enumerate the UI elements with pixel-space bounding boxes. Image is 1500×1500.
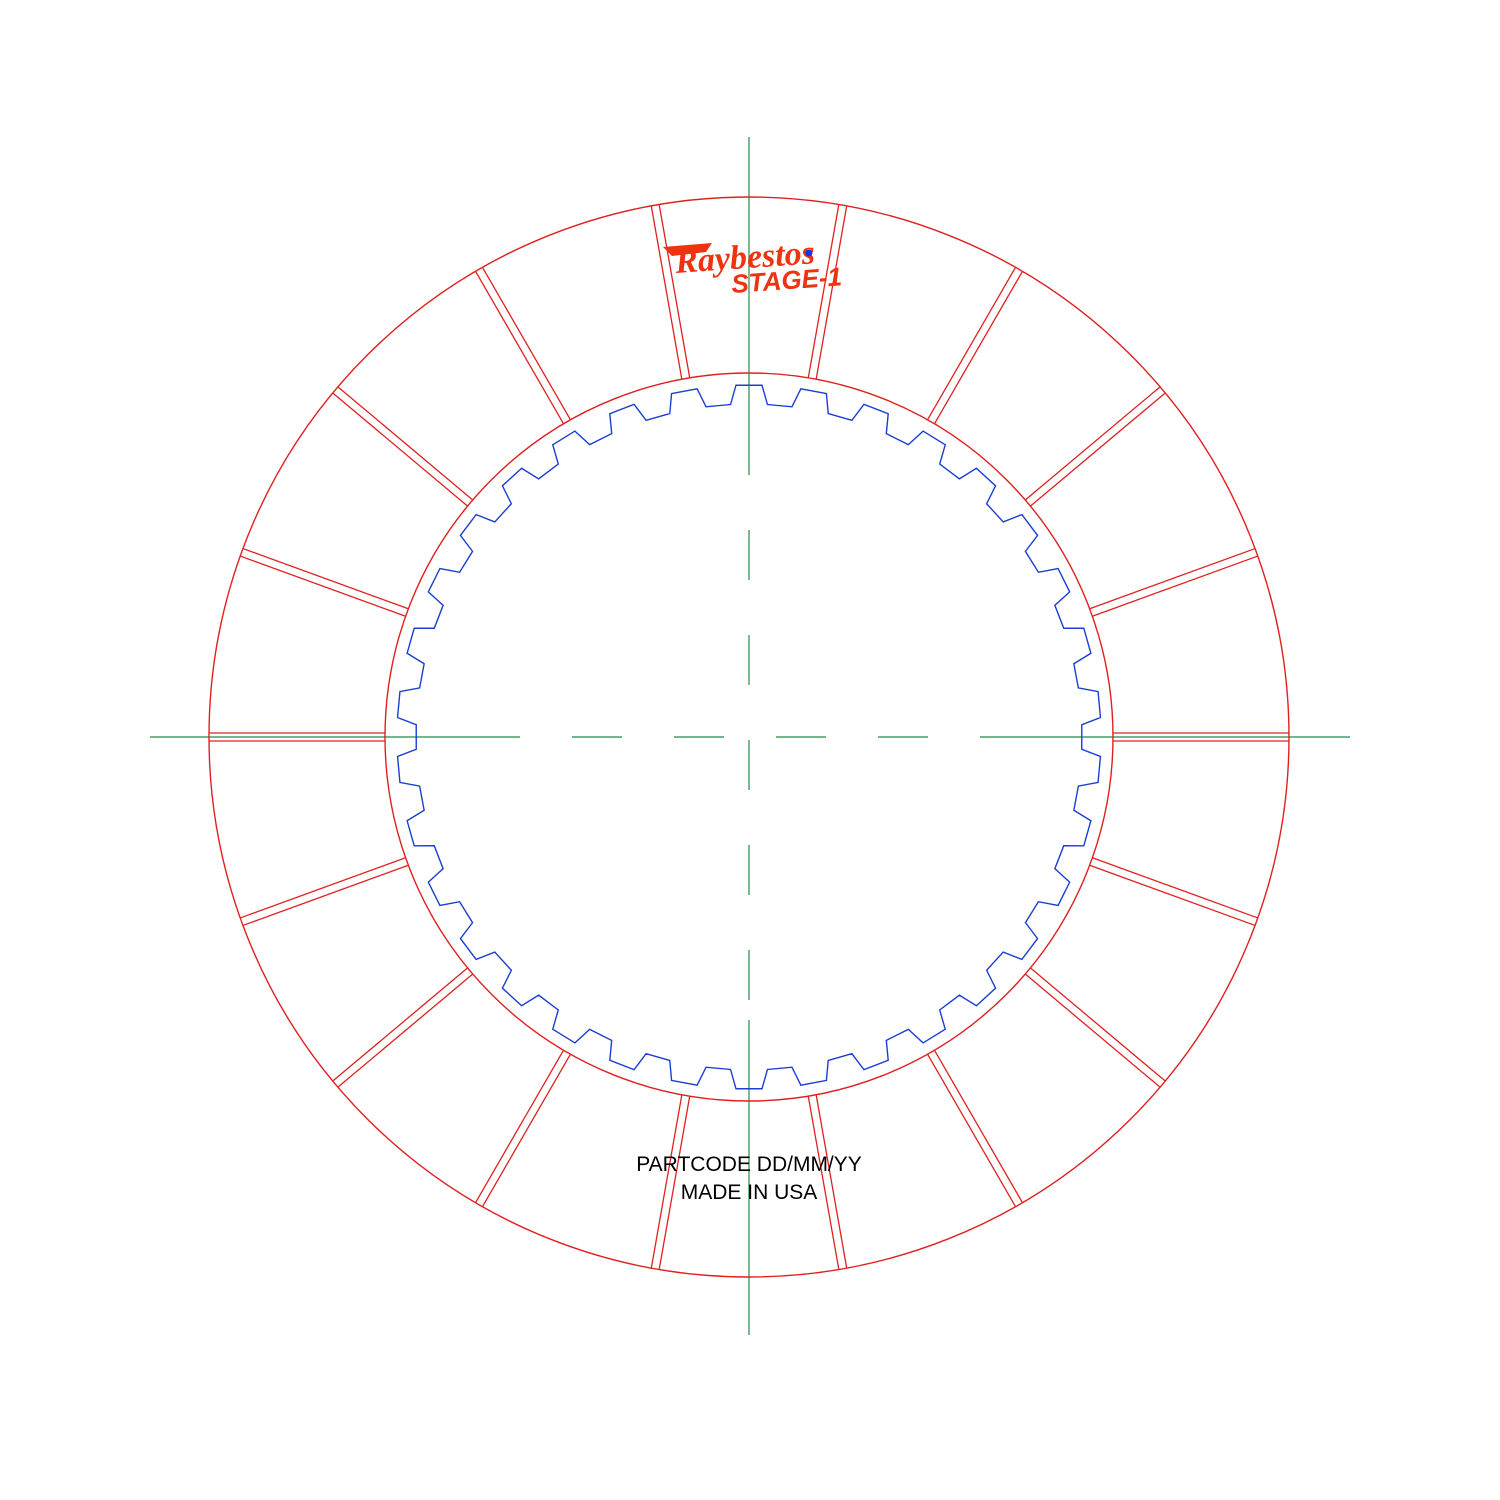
brand-logo: Raybestos STAGE-1 <box>663 234 843 299</box>
groove-line <box>1092 857 1259 919</box>
groove-line <box>926 267 1017 421</box>
groove-line <box>239 857 406 919</box>
groove-line <box>474 271 565 425</box>
groove-line <box>926 1053 1017 1207</box>
groove-line <box>807 204 840 378</box>
groove-line <box>481 1053 572 1207</box>
groove-line <box>337 973 474 1088</box>
groove-line <box>1092 555 1259 617</box>
groove-line <box>1029 392 1166 507</box>
groove-line <box>481 267 572 421</box>
groove-line <box>239 555 406 617</box>
groove-line <box>332 392 469 507</box>
centerlines <box>150 137 1350 1335</box>
groove-line <box>658 204 691 378</box>
groove-line <box>1029 967 1166 1082</box>
inner-ring <box>384 372 1114 1102</box>
groove-line <box>1089 547 1256 610</box>
groove-line <box>933 271 1024 425</box>
groove-line <box>242 547 409 610</box>
groove-line <box>807 1096 840 1270</box>
groove-line <box>337 386 474 501</box>
groove-line <box>242 864 409 927</box>
logo-product-text: STAGE-1 <box>730 261 843 299</box>
radial-grooves <box>209 204 1289 1270</box>
logo-dot <box>805 249 813 257</box>
outer-ring <box>208 196 1290 1278</box>
groove-line <box>815 205 848 380</box>
groove-line <box>1024 973 1161 1088</box>
groove-line <box>332 967 469 1082</box>
partcode-label: PARTCODE DD/MM/YY <box>636 1153 862 1176</box>
groove-line <box>650 205 683 380</box>
groove-line <box>658 1096 691 1270</box>
groove-line <box>815 1094 848 1269</box>
logo-swoosh <box>663 243 712 256</box>
groove-line <box>1089 864 1256 927</box>
groove-line <box>474 1049 565 1203</box>
groove-line <box>933 1049 1024 1203</box>
made-in-label: MADE IN USA <box>681 1181 818 1204</box>
spline-teeth <box>396 384 1102 1090</box>
groove-line <box>650 1094 683 1269</box>
groove-line <box>1024 386 1161 501</box>
plate-outline <box>208 196 1290 1278</box>
